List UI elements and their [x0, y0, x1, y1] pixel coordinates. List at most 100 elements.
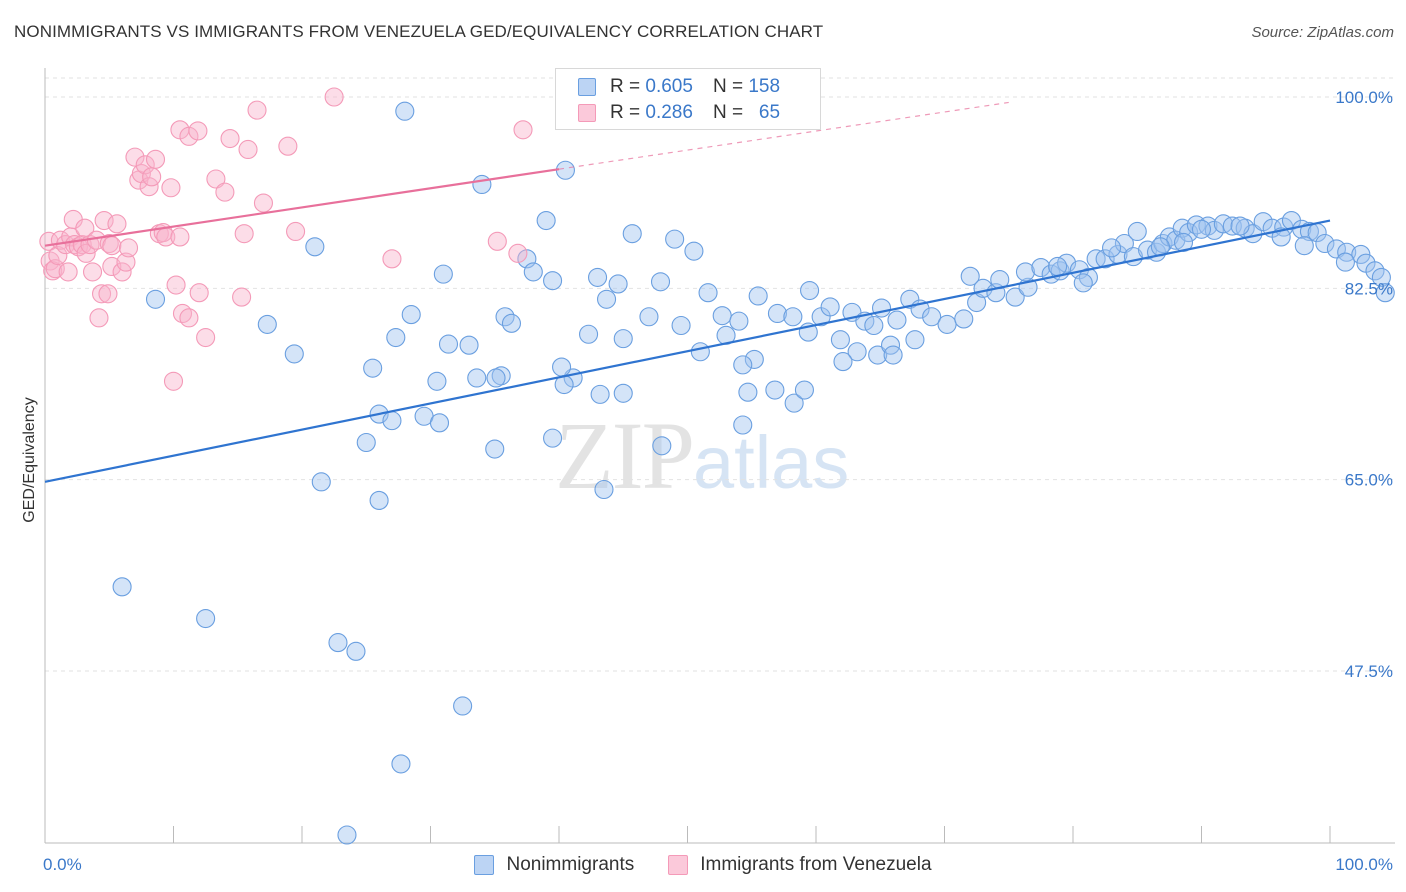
- trend-lines: [44, 101, 1331, 483]
- venezuela-point: [189, 283, 209, 303]
- nonimmigrant-point: [346, 641, 366, 661]
- nonimmigrant-point: [453, 696, 473, 716]
- n-value: 65: [758, 102, 781, 123]
- venezuela-point: [220, 128, 240, 149]
- venezuela-point: [253, 193, 274, 213]
- nonimmigrant-point: [613, 329, 633, 349]
- nonimmigrant-point: [868, 345, 888, 365]
- legend-label: Immigrants from Venezuela: [700, 854, 932, 875]
- nonimmigrant-point: [671, 315, 691, 336]
- nonimmigrant-point: [900, 289, 920, 309]
- nonimmigrant-point: [748, 286, 768, 306]
- venezuela-point: [163, 371, 184, 391]
- nonimmigrant-point: [1127, 221, 1147, 242]
- venezuela-point: [247, 100, 267, 120]
- nonimmigrant-point: [587, 267, 608, 287]
- nonimmigrant-point: [767, 303, 788, 324]
- venezuela-point: [196, 327, 216, 348]
- nonimmigrant-point: [596, 289, 617, 309]
- venezuela-point: [116, 252, 136, 272]
- nonimmigrant-point: [305, 237, 325, 257]
- y-tick-label: 100.0%: [1335, 88, 1393, 107]
- blue-swatch-icon: [474, 855, 495, 875]
- venezuela-points: [39, 87, 533, 391]
- pink-swatch-icon: [668, 855, 689, 875]
- venezuela-point: [382, 249, 402, 269]
- nonimmigrant-point: [501, 313, 522, 333]
- venezuela-point: [99, 233, 119, 254]
- venezuela-point: [170, 227, 190, 247]
- nonimmigrant-point: [887, 310, 907, 330]
- venezuela-point: [48, 245, 68, 266]
- venezuela-point: [43, 261, 63, 281]
- nonimmigrant-point: [1230, 216, 1250, 236]
- n-label: N =: [712, 76, 744, 97]
- nonimmigrant-point: [684, 241, 704, 261]
- grid-lines: [45, 77, 1395, 672]
- venezuela-point: [161, 178, 181, 198]
- nonimmigrant-point: [337, 825, 357, 845]
- y-tick-label: 82.5%: [1345, 279, 1393, 298]
- nonimmigrant-point: [382, 411, 402, 431]
- venezuela-point: [513, 120, 533, 140]
- nonimmigrant-point: [744, 349, 764, 369]
- nonimmigrant-point: [386, 327, 406, 348]
- nonimmigrant-point: [485, 439, 505, 459]
- nonimmigrant-point: [652, 436, 672, 456]
- nonimmigrant-point: [698, 283, 718, 303]
- nonimmigrant-point: [1315, 233, 1335, 254]
- nonimmigrant-point: [1078, 267, 1098, 287]
- nonimmigrant-point: [486, 368, 506, 388]
- legend-item-venezuela[interactable]: Immigrants from Venezuela: [668, 854, 932, 876]
- nonimmigrant-point: [472, 174, 492, 195]
- nonimmigrant-point: [257, 314, 277, 334]
- nonimmigrant-point: [145, 289, 166, 309]
- nonimmigrant-point: [1005, 287, 1025, 307]
- nonimmigrant-point: [922, 307, 942, 327]
- nonimmigrant-point: [363, 358, 383, 378]
- nonimmigrant-point: [196, 608, 216, 629]
- nonimmigrant-point: [1375, 283, 1395, 303]
- nonimmigrant-point: [523, 262, 543, 282]
- pink-swatch-icon: [578, 104, 596, 122]
- tick-labels: 100.0% 82.5% 65.0% 47.5% 0.0% 100.0%: [43, 88, 1393, 874]
- nonimmigrant-point: [729, 311, 749, 331]
- venezuela-point: [98, 284, 118, 304]
- venezuela-point: [206, 169, 226, 189]
- nonimmigrant-point: [800, 280, 820, 301]
- nonimmigrant-point: [590, 384, 610, 404]
- venezuela-point: [135, 155, 155, 175]
- venezuela-point: [91, 284, 112, 304]
- venezuela-point: [75, 218, 95, 238]
- nonimmigrant-point: [608, 274, 628, 294]
- venezuela-point: [118, 238, 139, 258]
- r-label: R =: [610, 76, 641, 97]
- nonimmigrant-point: [820, 297, 840, 317]
- nonimmigrant-point: [391, 754, 411, 774]
- legend-item-nonimmigrants[interactable]: Nonimmigrants: [474, 854, 634, 876]
- nonimmigrant-point: [712, 306, 732, 326]
- nonimmigrant-point: [650, 272, 671, 292]
- venezuela-point: [234, 224, 254, 244]
- nonimmigrant-point: [622, 224, 642, 244]
- nonimmigrant-point: [395, 101, 415, 121]
- nonimmigrant-point: [429, 413, 450, 433]
- x-tick-label: 0.0%: [43, 855, 82, 874]
- venezuela-trend-line: [44, 168, 560, 247]
- venezuela-point: [188, 121, 208, 141]
- nonimmigrant-point: [112, 577, 132, 597]
- venezuela-point: [94, 210, 114, 231]
- venezuela-point: [278, 136, 298, 156]
- nonimmigrant-point: [784, 393, 804, 413]
- r-label: R =: [610, 102, 641, 123]
- venezuela-point: [324, 87, 344, 107]
- nonimmigrant-point: [794, 380, 814, 400]
- nonimmigrant-point: [967, 292, 987, 313]
- watermark-zip: ZIP: [555, 402, 695, 509]
- nonimmigrant-point: [830, 330, 850, 350]
- nonimmigrant-point: [433, 264, 453, 284]
- venezuela-point: [215, 182, 235, 202]
- nonimmigrant-point: [864, 315, 884, 336]
- nonimmigrant-point: [356, 432, 376, 453]
- nonimmigrant-point: [765, 380, 785, 400]
